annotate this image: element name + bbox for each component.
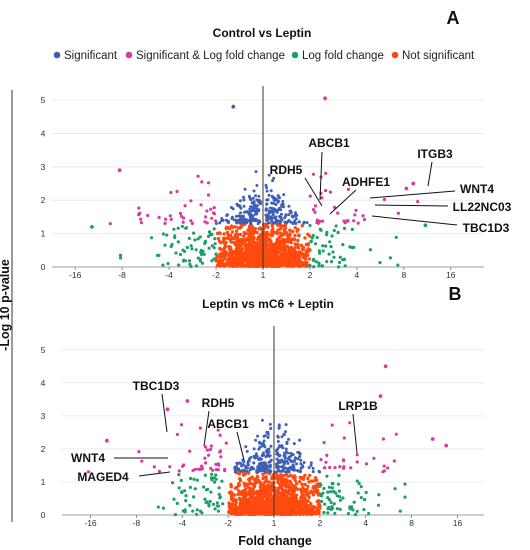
- y-tick-a-3: 3: [41, 162, 46, 172]
- annotation-b-4: WNT4: [71, 451, 105, 465]
- annotation-a-1: RDH5: [270, 163, 303, 177]
- panel-a-label: A: [447, 8, 460, 28]
- x-tick-a-8: 16: [446, 270, 456, 280]
- y-tick-a-1: 1: [41, 229, 46, 239]
- annotation-a-2: ITGB3: [417, 147, 453, 161]
- panel-a-plot: 0 1 2 3 4 5 -16 -8 -4 -2 1 2 4 8 16 ABCB1 RDH5 ITGB3 ADHFE…: [41, 86, 512, 280]
- x-tick-b-0: -16: [84, 518, 97, 528]
- y-tick-b-1: 1: [41, 477, 46, 487]
- legend-marker-significant: [53, 51, 61, 59]
- annotation-a-5: LL22NC03: [453, 200, 512, 214]
- annotation-line-a-1: [304, 177, 323, 207]
- annotation-b-5: MAGED4: [77, 470, 129, 484]
- x-tick-b-2: -4: [178, 518, 186, 528]
- annotation-line-a-3: [329, 189, 357, 215]
- y-tick-b-4: 4: [41, 378, 46, 388]
- legend-label-not-significant: Not significant: [402, 50, 475, 62]
- annotation-b-3: LRP1B: [338, 399, 378, 413]
- annotation-b-2: ABCB1: [207, 417, 249, 431]
- panel-a-title: Control vs Leptin: [213, 26, 312, 40]
- highlight-point-b-0: [383, 364, 388, 369]
- legend-label-fold: Log fold change: [302, 50, 384, 62]
- y-tick-a-5: 5: [41, 95, 46, 105]
- y-axis-label: -Log 10 p-value: [0, 259, 12, 351]
- x-tick-b-3: -2: [224, 518, 232, 528]
- annotation-a-0: ABCB1: [308, 136, 350, 150]
- legend-marker-fold: [291, 51, 299, 59]
- highlight-point-b-3: [165, 407, 170, 412]
- annotation-b-0: TBC1D3: [133, 379, 180, 393]
- highlight-point-a-0: [231, 104, 236, 109]
- legend-marker-significant-and-fold: [125, 51, 133, 59]
- annotation-line-a-4: [369, 190, 456, 199]
- y-tick-b-3: 3: [41, 411, 46, 421]
- highlight-point-a-5: [90, 225, 94, 229]
- panel-b-label: B: [449, 284, 462, 304]
- annotation-line-a-0: [319, 151, 323, 201]
- annotation-a-6: TBC1D3: [463, 221, 510, 235]
- panel-b-plot: 0 1 2 3 4 5 -16 -8 -4 -2 1 2 4 8 16 TBC1D3 RDH5 ABCB1 LRP1…: [41, 326, 484, 528]
- annotation-line-b-2: [236, 431, 245, 461]
- highlight-point-b-6: [105, 438, 109, 443]
- highlight-point-a-4: [411, 181, 416, 186]
- annotation-a-3: ADHFE1: [342, 175, 390, 189]
- y-tick-b-0: 0: [41, 510, 46, 520]
- highlight-point-b-1: [378, 394, 383, 398]
- y-tick-a-0: 0: [41, 262, 46, 272]
- highlight-point-b-5: [444, 443, 449, 448]
- highlight-point-b-4: [430, 437, 435, 441]
- highlight-point-a-6: [423, 223, 428, 228]
- x-tick-a-1: -8: [118, 270, 126, 280]
- x-tick-a-5: 2: [308, 270, 313, 280]
- annotation-a-4: WNT4: [460, 182, 494, 196]
- legend-label-significant: Significant: [64, 50, 118, 62]
- x-tick-a-4: 1: [261, 270, 266, 280]
- point-cloud-b: [86, 418, 407, 517]
- annotation-line-b-1: [203, 410, 210, 447]
- x-axis-label: Fold change: [238, 534, 312, 548]
- x-tick-b-5: 2: [318, 518, 323, 528]
- x-tick-a-7: 8: [402, 270, 407, 280]
- point-cloud-a: [108, 170, 420, 269]
- x-tick-b-4: 1: [272, 518, 277, 528]
- y-tick-b-2: 2: [41, 444, 46, 454]
- annotation-b-1: RDH5: [202, 396, 235, 410]
- x-tick-b-1: -8: [133, 518, 141, 528]
- annotation-line-b-0: [161, 393, 168, 433]
- panel-b-title: Leptin vs mC6 + Leptin: [202, 297, 334, 311]
- highlight-point-a-1: [323, 96, 327, 101]
- y-tick-b-5: 5: [41, 345, 46, 355]
- x-tick-a-6: 4: [355, 270, 360, 280]
- x-tick-a-0: -16: [69, 270, 82, 280]
- highlight-point-b-2: [185, 399, 190, 403]
- highlight-point-a-2: [117, 168, 122, 173]
- legend-label-significant-and-fold: Significant & Log fold change: [136, 50, 285, 62]
- x-tick-a-2: -4: [165, 270, 173, 280]
- annotation-line-b-5: [138, 471, 171, 477]
- y-tick-a-4: 4: [41, 128, 46, 138]
- annotation-line-a-5: [374, 204, 449, 207]
- legend: Significant Significant & Log fold chang…: [53, 50, 475, 62]
- annotation-line-b-3: [352, 413, 358, 454]
- x-tick-b-6: 4: [363, 518, 368, 528]
- x-tick-a-3: -2: [212, 270, 220, 280]
- y-tick-a-2: 2: [41, 195, 46, 205]
- highlight-point-a-3: [404, 186, 409, 191]
- legend-marker-not-significant: [391, 51, 399, 59]
- annotation-line-a-2: [427, 161, 433, 187]
- annotation-line-a-6: [371, 215, 458, 226]
- x-tick-b-7: 8: [409, 518, 414, 528]
- x-tick-b-8: 16: [453, 518, 463, 528]
